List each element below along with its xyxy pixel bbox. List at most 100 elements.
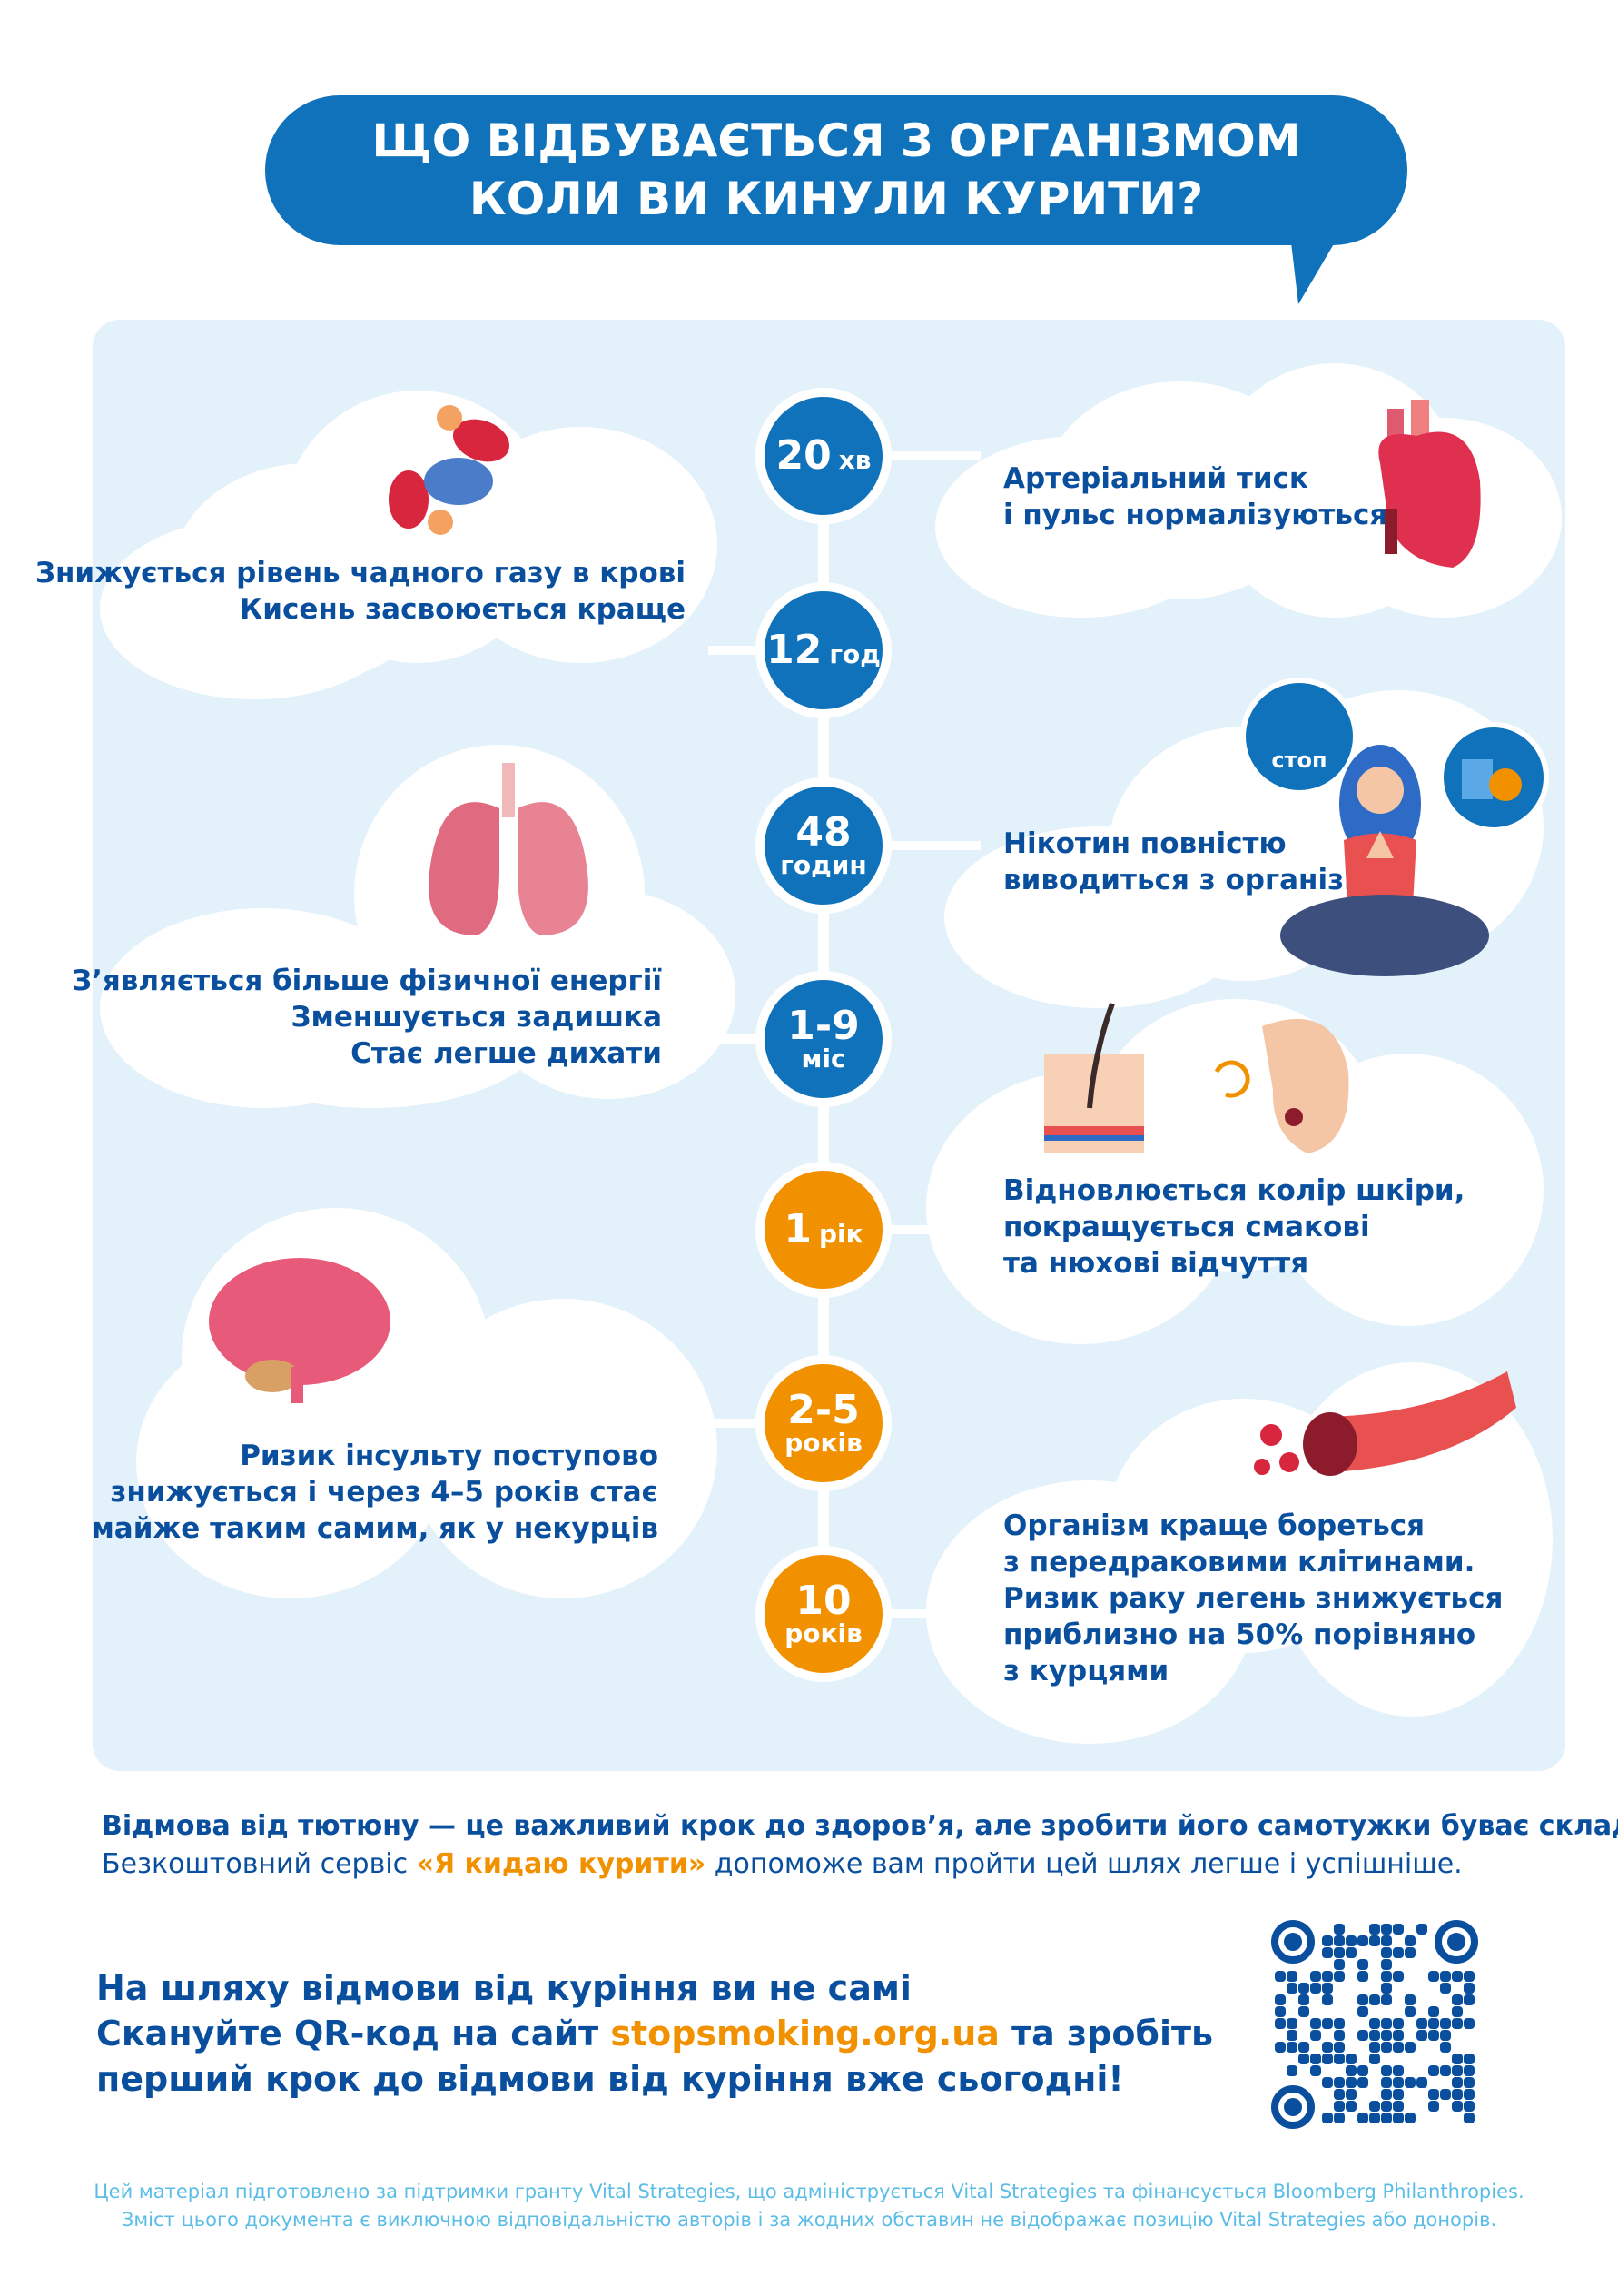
- text-line: приблизно на 50% порівняно: [1003, 1618, 1476, 1651]
- qr-module: [1369, 2113, 1380, 2123]
- qr-module: [1287, 2018, 1297, 2029]
- text-48h: Нікотин повністю виводиться з організму: [1003, 826, 1386, 898]
- text-line: Ризик інсульту поступово: [240, 1440, 658, 1472]
- qr-module: [1416, 2030, 1427, 2041]
- qr-module: [1275, 1971, 1286, 1982]
- qr-module: [1346, 2089, 1357, 2100]
- qr-module: [1357, 2006, 1368, 2017]
- qr-module: [1381, 2089, 1392, 2100]
- qr-module: [1464, 2054, 1475, 2064]
- text-line: знижується і через 4–5 років стає: [110, 1476, 658, 1509]
- text-line: Кисень засвоюється краще: [239, 593, 686, 626]
- milestone-number: 12: [766, 627, 823, 673]
- service-name: «Я кидаю курити»: [416, 1848, 706, 1880]
- qr-module: [1393, 1947, 1404, 1958]
- qr-module: [1275, 1994, 1286, 2005]
- qr-module: [1381, 2113, 1392, 2123]
- website-link[interactable]: stopsmoking.org.ua: [610, 2014, 1000, 2054]
- text-line: Організм краще бореться: [1003, 1509, 1426, 1542]
- qr-module: [1416, 2018, 1427, 2029]
- text-line: Стає легше дихати: [350, 1037, 662, 1070]
- stop-bubble: стоп: [1240, 678, 1358, 796]
- heart-icon: [1378, 400, 1481, 568]
- qr-module: [1464, 2089, 1475, 2100]
- qr-module: [1369, 1924, 1380, 1935]
- qr-module: [1298, 2054, 1309, 2064]
- qr-module: [1393, 2101, 1404, 2112]
- connector: [690, 1419, 790, 1428]
- qr-module: [1393, 1971, 1404, 1982]
- qr-module: [1287, 1971, 1297, 1982]
- qr-module: [1452, 2054, 1463, 2064]
- qr-module: [1381, 1935, 1392, 1946]
- qr-module: [1381, 2101, 1392, 2112]
- qr-module: [1357, 1971, 1368, 1982]
- qr-module: [1310, 2065, 1321, 2076]
- qr-code[interactable]: [1269, 1918, 1480, 2131]
- qr-module: [1464, 2113, 1475, 2123]
- qr-module: [1393, 1924, 1404, 1935]
- connector: [872, 451, 981, 460]
- text-1y: Відновлюється колір шкіри, покращується с…: [1003, 1173, 1465, 1282]
- qr-module: [1440, 1983, 1451, 1994]
- qr-module: [1464, 1971, 1475, 1982]
- milestone-1-9m: 1-9 міс: [755, 971, 892, 1107]
- text-line: виводиться з організму: [1003, 864, 1386, 896]
- qr-module: [1334, 2089, 1345, 2100]
- text-line: покращується смакові: [1003, 1211, 1370, 1243]
- cta-line-2-start: Скануйте QR-код на сайт: [96, 2014, 611, 2054]
- call-to-action: На шляху відмови від куріння ви не самі …: [96, 1965, 1213, 2102]
- qr-module: [1416, 1924, 1427, 1935]
- milestone-unit: хв: [838, 445, 872, 475]
- qr-module: [1310, 1971, 1321, 1982]
- cta-line-1: На шляху відмови від куріння ви не самі: [96, 1968, 912, 2008]
- qr-module: [1334, 2054, 1345, 2064]
- milestone-unit: міс: [801, 1044, 846, 1074]
- text-line: Зменшується задишка: [291, 1001, 662, 1034]
- text-1-9m: З’являється більше фізичної енергії Зменш…: [72, 963, 662, 1072]
- qr-module: [1381, 2077, 1392, 2088]
- qr-module: [1334, 1971, 1345, 1982]
- qr-module: [1357, 2065, 1368, 2076]
- qr-module: [1357, 2113, 1368, 2123]
- qr-module: [1405, 2077, 1416, 2088]
- info-line-2-start: Безкоштовний сервіс: [102, 1848, 417, 1880]
- qr-module: [1346, 2065, 1357, 2076]
- text-line: майже таким самим, як у некурців: [91, 1512, 658, 1545]
- qr-module: [1452, 2089, 1463, 2100]
- qr-module: [1428, 2101, 1439, 2112]
- text-20min: Артеріальний тиск і пульс нормалізуються: [1003, 460, 1387, 533]
- qr-module: [1357, 1994, 1368, 2005]
- text-line: та нюхові відчуття: [1003, 1247, 1309, 1280]
- qr-module: [1334, 2113, 1345, 2123]
- qr-module: [1369, 1994, 1380, 2005]
- qr-module: [1369, 2018, 1380, 2029]
- text-line: з передраковими клітинами.: [1003, 1546, 1475, 1578]
- qr-module: [1369, 2030, 1380, 2041]
- qr-module: [1428, 2065, 1439, 2076]
- qr-module: [1428, 2006, 1439, 2017]
- qr-module: [1346, 2054, 1357, 2064]
- qr-module: [1452, 2018, 1463, 2029]
- title-line-1: ЩО ВІДБУВАЄТЬСЯ З ОРГАНІЗМОМ: [371, 114, 1301, 167]
- milestone-48h: 48 годин: [755, 777, 892, 914]
- qr-module: [1334, 2077, 1345, 2088]
- qr-module: [1452, 2006, 1463, 2017]
- qr-module: [1464, 1983, 1475, 1994]
- qr-module: [1310, 2030, 1321, 2041]
- text-10y: Організм краще бореться з передраковими к…: [1003, 1508, 1503, 1689]
- milestone-2-5y: 2-5 років: [755, 1355, 892, 1491]
- qr-module: [1322, 1935, 1333, 1946]
- qr-module: [1405, 2006, 1416, 2017]
- qr-module: [1322, 2042, 1333, 2053]
- qr-module: [1346, 2077, 1357, 2088]
- milestone-12h: 12 год: [755, 582, 892, 718]
- qr-module: [1310, 2054, 1321, 2064]
- milestone-unit: рік: [818, 1219, 863, 1249]
- qr-module: [1369, 2101, 1380, 2112]
- qr-module: [1334, 1947, 1345, 1958]
- cta-line-3: перший крок до відмови від куріння вже с…: [96, 2059, 1124, 2099]
- qr-module: [1298, 2006, 1309, 2017]
- qr-module: [1393, 2077, 1404, 2088]
- qr-module: [1322, 2077, 1333, 2088]
